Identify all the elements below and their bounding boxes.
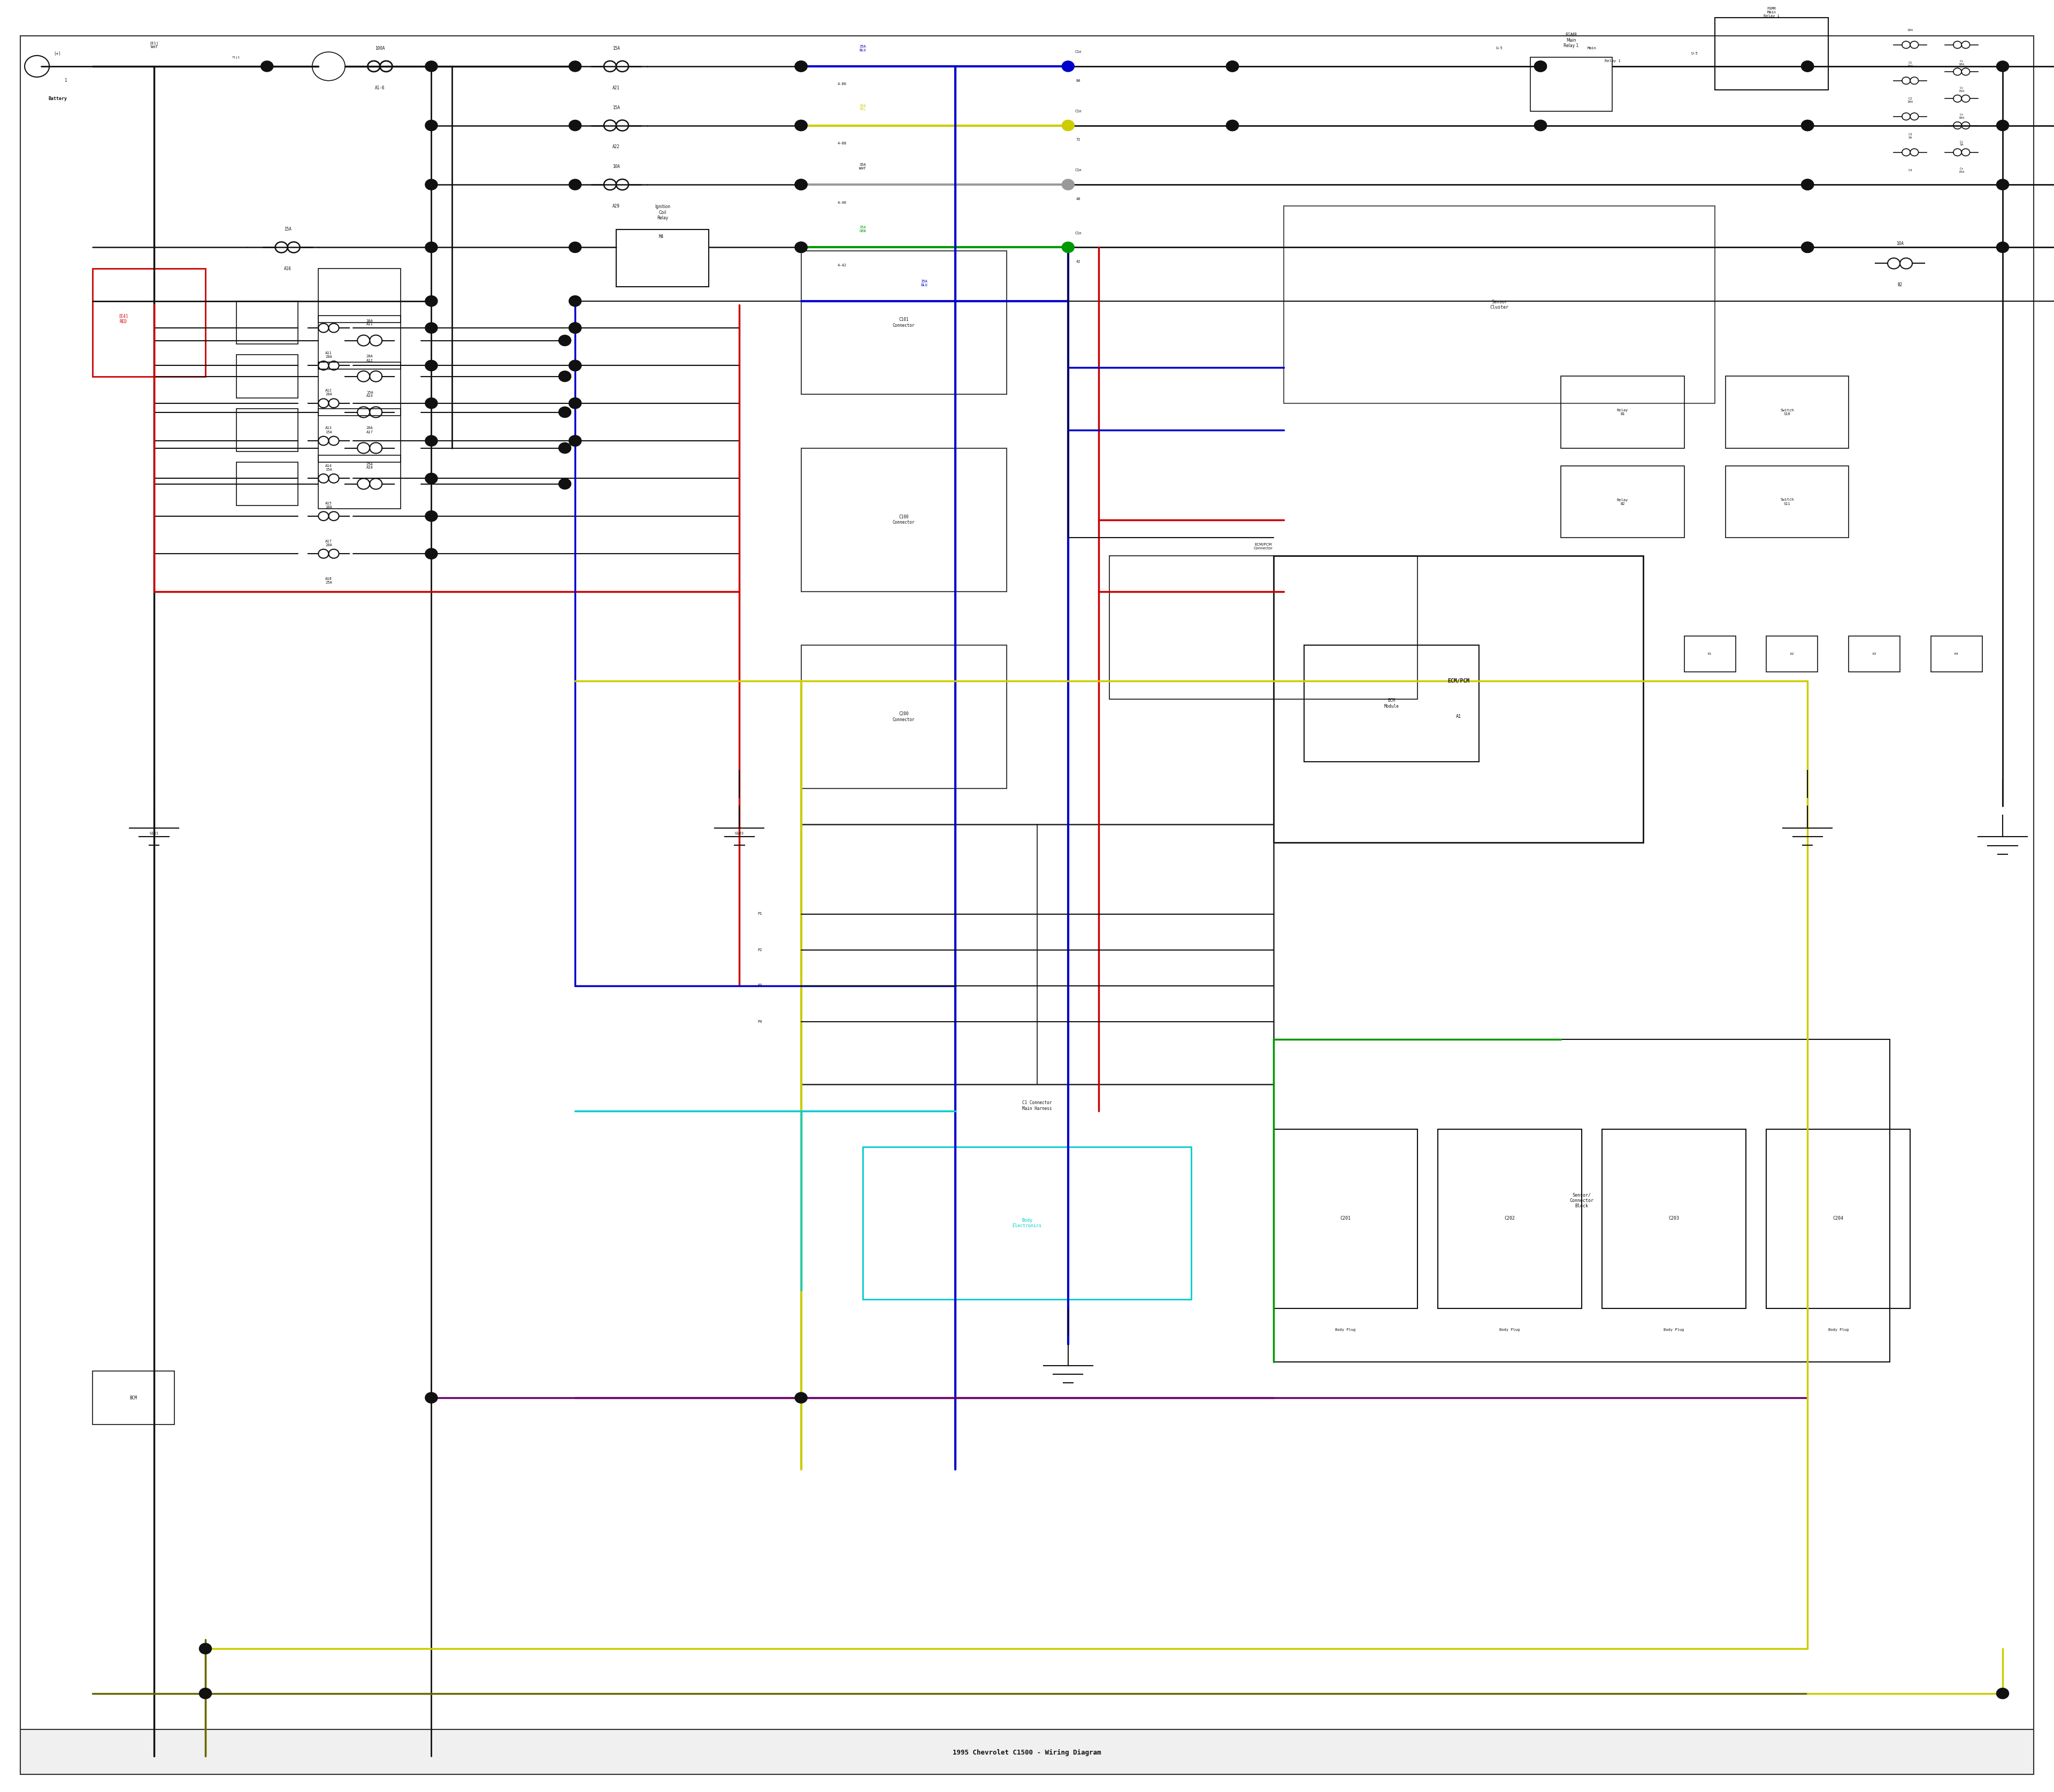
Text: 4-88: 4-88 — [838, 142, 846, 145]
Text: Ignition
Coil
Relay: Ignition Coil Relay — [655, 204, 670, 220]
Text: 100A: 100A — [376, 47, 384, 50]
Text: C+
5A: C+ 5A — [1960, 140, 1964, 147]
Circle shape — [795, 120, 807, 131]
Bar — [1109, 556, 1417, 699]
Text: C203: C203 — [1668, 1217, 1680, 1220]
Bar — [1725, 376, 1849, 448]
Circle shape — [569, 120, 581, 131]
Text: 35A
BLU: 35A BLU — [859, 45, 867, 52]
Circle shape — [569, 360, 581, 371]
Circle shape — [425, 1392, 438, 1403]
Bar — [801, 645, 1006, 788]
Circle shape — [1801, 179, 1814, 190]
Circle shape — [1062, 120, 1074, 131]
Text: G103: G103 — [735, 831, 744, 835]
Text: P1: P1 — [758, 912, 762, 916]
Circle shape — [1801, 61, 1814, 72]
Text: 4-86: 4-86 — [838, 82, 846, 86]
Circle shape — [569, 398, 581, 409]
Text: (+): (+) — [53, 52, 62, 56]
Bar — [801, 448, 1006, 591]
Text: 15A: 15A — [1908, 65, 1912, 68]
Text: 10A: 10A — [1908, 100, 1912, 104]
Text: [E1]
WHT: [E1] WHT — [150, 41, 158, 48]
Text: A13
15A: A13 15A — [325, 426, 333, 434]
Circle shape — [425, 511, 438, 521]
Circle shape — [795, 61, 807, 72]
Text: 4-40: 4-40 — [838, 201, 846, 204]
Text: 35A
WHT: 35A WHT — [859, 163, 867, 170]
Text: A21: A21 — [612, 86, 620, 90]
Circle shape — [569, 435, 581, 446]
Circle shape — [795, 61, 807, 72]
Text: FGMR
Main
Relay 1: FGMR Main Relay 1 — [1764, 7, 1779, 18]
Bar — [318, 362, 401, 416]
Text: A11
20A: A11 20A — [325, 351, 333, 358]
Circle shape — [425, 548, 438, 559]
Bar — [1684, 636, 1736, 672]
Text: 35A
GRN: 35A GRN — [859, 226, 867, 233]
Text: C3: C3 — [1908, 133, 1912, 136]
Circle shape — [795, 179, 807, 190]
Bar — [236, 462, 298, 505]
Circle shape — [569, 61, 581, 72]
Text: 4-42: 4-42 — [838, 263, 846, 267]
Circle shape — [1801, 120, 1814, 131]
Text: A15
10A: A15 10A — [325, 502, 333, 509]
Circle shape — [569, 179, 581, 190]
Circle shape — [1996, 179, 2009, 190]
Text: Switch
S10: Switch S10 — [1781, 409, 1793, 416]
Text: 15A: 15A — [612, 47, 620, 50]
Bar — [863, 1147, 1191, 1299]
Bar — [1561, 376, 1684, 448]
Circle shape — [559, 335, 571, 346]
Text: C+
15A: C+ 15A — [1960, 86, 1964, 93]
Circle shape — [795, 242, 807, 253]
Text: Relay 1: Relay 1 — [1604, 59, 1621, 63]
Circle shape — [569, 398, 581, 409]
Circle shape — [199, 1688, 212, 1699]
Text: K3: K3 — [1873, 652, 1875, 656]
Bar — [318, 409, 401, 462]
Circle shape — [1226, 61, 1239, 72]
Text: 35A
YEL: 35A YEL — [859, 104, 867, 111]
Text: Relay
B2: Relay B2 — [1616, 498, 1629, 505]
Bar — [1931, 636, 1982, 672]
Bar — [318, 315, 401, 369]
Text: B2: B2 — [1898, 283, 1902, 287]
Circle shape — [1801, 242, 1814, 253]
Bar — [236, 301, 298, 344]
Circle shape — [1534, 61, 1547, 72]
Text: 42: 42 — [1076, 260, 1080, 263]
Circle shape — [559, 478, 571, 489]
Circle shape — [1996, 120, 2009, 131]
Text: C+
10A: C+ 10A — [1960, 113, 1964, 120]
Circle shape — [1226, 120, 1239, 131]
Text: 30A
A11: 30A A11 — [366, 319, 374, 326]
Circle shape — [1996, 61, 2009, 72]
Text: C+
10A: C+ 10A — [1960, 59, 1964, 66]
Circle shape — [559, 407, 571, 418]
Text: 10A: 10A — [1908, 29, 1912, 32]
Circle shape — [1801, 242, 1814, 253]
Text: 35A
BLU: 35A BLU — [920, 280, 928, 287]
Text: Battery: Battery — [47, 97, 68, 100]
Text: C204: C204 — [1832, 1217, 1844, 1220]
Bar — [318, 455, 401, 509]
Circle shape — [425, 435, 438, 446]
Circle shape — [569, 323, 581, 333]
Text: K1: K1 — [1709, 652, 1711, 656]
Text: Body Plug: Body Plug — [1664, 1328, 1684, 1331]
Circle shape — [569, 296, 581, 306]
Text: Sensor/
Connector
Block: Sensor/ Connector Block — [1569, 1193, 1594, 1208]
Circle shape — [795, 1392, 807, 1403]
Circle shape — [569, 242, 581, 253]
Text: 15A
A14: 15A A14 — [366, 391, 374, 398]
Text: C+
15A: C+ 15A — [1960, 167, 1964, 174]
Circle shape — [559, 443, 571, 453]
Circle shape — [425, 360, 438, 371]
Text: A22: A22 — [612, 145, 620, 149]
Text: A16: A16 — [283, 267, 292, 271]
Bar — [1273, 556, 1643, 842]
Circle shape — [795, 120, 807, 131]
